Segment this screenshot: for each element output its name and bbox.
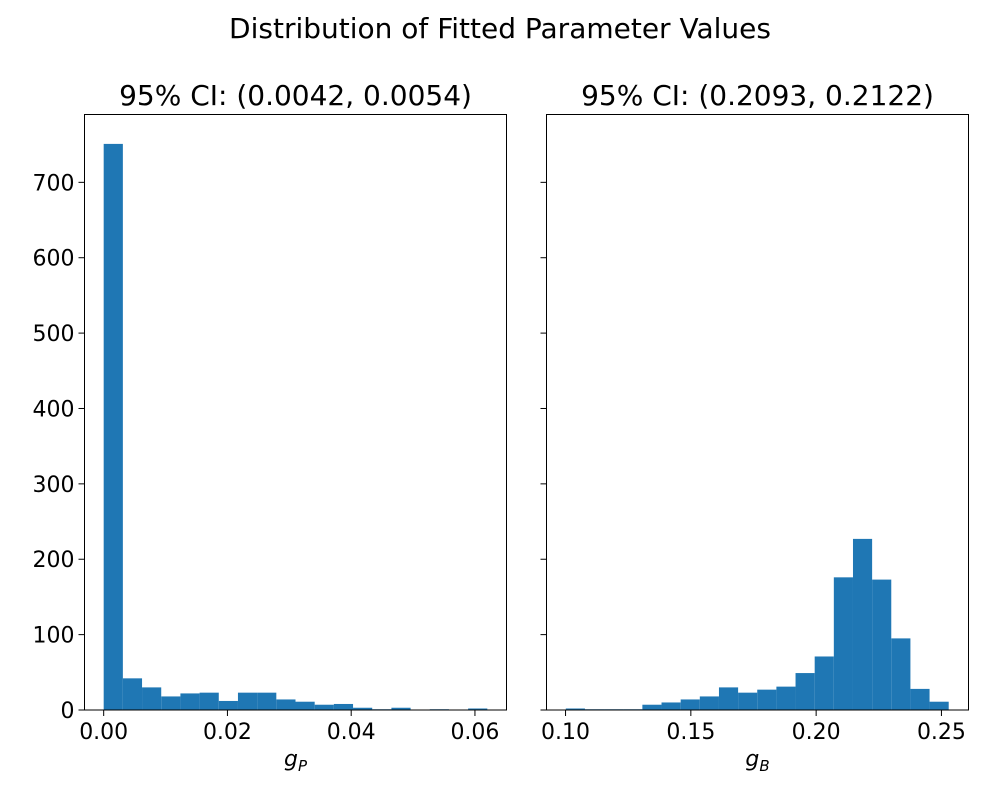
right-x-label-base: g — [745, 747, 759, 772]
right-histogram-bar — [814, 656, 834, 710]
left-histogram-bar — [276, 699, 296, 710]
right-histogram-bar — [699, 696, 719, 710]
left-x-tick-label: 0.00 — [79, 720, 128, 745]
right-panel-title: 95% CI: (0.2093, 0.2122) — [581, 79, 934, 112]
right-histogram-bar — [910, 688, 930, 710]
left-y-tick-label: 500 — [33, 322, 75, 347]
right-histogram-bar — [929, 701, 949, 710]
left-histogram-bar — [391, 707, 411, 710]
right-x-tick-label: 0.15 — [666, 720, 715, 745]
left-y-axis-ticks: 0 100 200 300 400 500 600 700 — [33, 171, 85, 724]
left-y-tick-label: 200 — [33, 548, 75, 573]
left-panel-title: 95% CI: (0.0042, 0.0054) — [119, 79, 472, 112]
left-y-tick-label: 700 — [33, 171, 75, 196]
right-y-axis-ticks — [540, 181, 547, 711]
right-histogram-bar — [833, 577, 853, 710]
left-histogram-bar — [295, 701, 315, 710]
left-histogram-bar — [103, 143, 123, 711]
right-histogram-bar — [642, 704, 662, 710]
right-histogram-bar — [738, 692, 758, 710]
right-histogram-bar — [872, 579, 892, 710]
left-x-axis-ticks: 0.00 0.02 0.04 0.06 — [79, 710, 499, 745]
right-histogram-bar — [661, 702, 681, 710]
left-histogram-bar — [122, 678, 143, 710]
left-y-tick-label: 600 — [33, 247, 75, 272]
left-y-tick-label: 300 — [33, 473, 75, 498]
left-y-tick-label: 100 — [33, 624, 75, 649]
left-x-axis-label: gP — [284, 747, 308, 775]
right-histogram-bar — [565, 708, 585, 710]
right-axes-frame — [546, 114, 969, 711]
right-histogram-bar — [680, 699, 700, 710]
right-histogram-bar — [776, 686, 796, 710]
left-histogram-bar — [468, 708, 488, 710]
right-histogram-bars — [565, 538, 949, 710]
left-histogram-bar — [142, 687, 162, 710]
left-histogram-bars — [103, 143, 488, 711]
right-histogram-bar — [852, 538, 873, 710]
left-histogram-bar — [353, 707, 373, 710]
right-x-axis-label: gB — [745, 747, 769, 775]
left-x-label-subscript: P — [298, 757, 308, 775]
left-histogram-bar — [218, 700, 238, 710]
right-histogram-bar — [757, 689, 777, 710]
right-x-tick-label: 0.10 — [541, 720, 590, 745]
left-y-tick-label: 400 — [33, 397, 75, 422]
figure-suptitle: Distribution of Fitted Parameter Values — [229, 12, 771, 45]
left-y-tick-label: 0 — [61, 699, 75, 724]
right-histogram-bar — [795, 673, 815, 710]
left-x-tick-label: 0.02 — [203, 720, 252, 745]
right-histogram-bar — [718, 687, 739, 710]
right-x-tick-label: 0.20 — [792, 720, 841, 745]
left-histogram-bar — [180, 693, 200, 710]
left-x-tick-label: 0.06 — [450, 720, 499, 745]
right-histogram-panel: 95% CI: (0.2093, 0.2122) 0.10 0.15 0.20 0.2… — [540, 79, 969, 775]
left-histogram-bar — [314, 704, 334, 710]
left-histogram-panel: 95% CI: (0.0042, 0.0054) 0 100 200 300 400 50… — [33, 79, 507, 775]
right-histogram-bar — [891, 638, 911, 710]
right-x-label-subscript: B — [759, 757, 769, 775]
left-x-tick-label: 0.04 — [327, 720, 376, 745]
left-x-label-base: g — [284, 747, 298, 772]
left-axes-frame — [84, 114, 507, 711]
right-x-tick-label: 0.25 — [917, 720, 966, 745]
left-histogram-bar — [161, 696, 181, 710]
right-x-axis-ticks: 0.10 0.15 0.20 0.25 — [541, 710, 966, 745]
left-histogram-bar — [237, 692, 258, 710]
left-histogram-bar — [199, 692, 219, 710]
left-histogram-bar — [257, 692, 277, 710]
left-histogram-bar — [333, 703, 354, 710]
